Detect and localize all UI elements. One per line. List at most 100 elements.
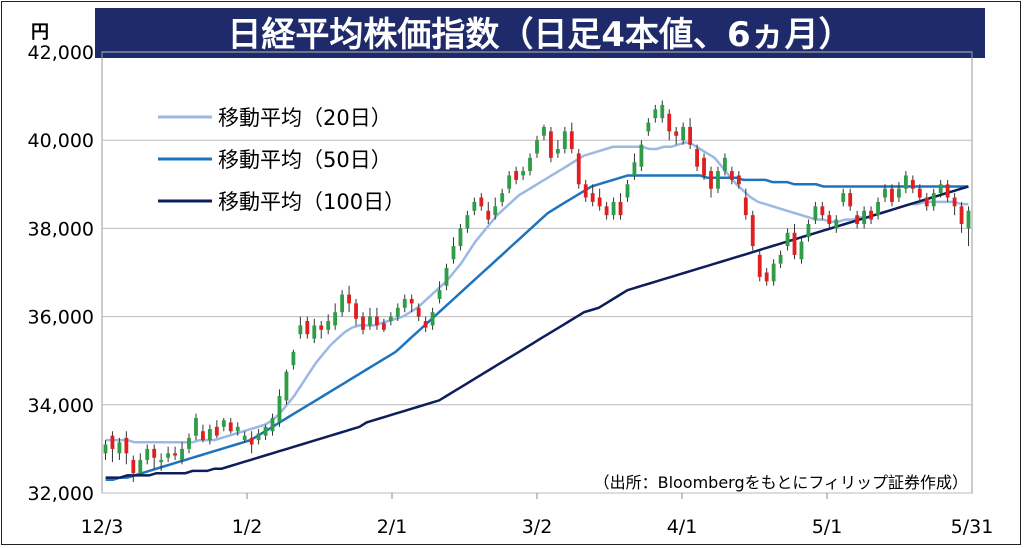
candle-up <box>277 395 282 423</box>
candle-up <box>444 268 449 286</box>
candle-down <box>479 197 484 207</box>
ma-line-ma100 <box>105 185 969 479</box>
candle-up <box>103 444 108 454</box>
x-tick-label: 3/2 <box>522 516 553 538</box>
candle-down <box>110 435 115 449</box>
candle-down <box>423 321 428 328</box>
candle-up <box>507 175 512 189</box>
candle-up <box>639 144 644 167</box>
candle-up <box>235 426 240 432</box>
candle-up <box>194 418 198 436</box>
candle-up <box>180 448 184 460</box>
candle-up <box>771 263 776 282</box>
candle-down <box>729 171 734 180</box>
candle-up <box>632 162 637 176</box>
candle-down <box>743 197 748 216</box>
candle-up <box>388 316 393 322</box>
candle-up <box>368 316 372 326</box>
candle-up <box>883 188 887 198</box>
x-axis-ticks: 12/3 1/2 2/1 3/2 4/1 5/1 5/31 <box>81 493 993 538</box>
candle-up <box>312 325 317 339</box>
candle-up <box>145 448 150 460</box>
candle-up <box>653 109 658 119</box>
candle-up <box>778 254 783 264</box>
candle-up <box>611 201 616 216</box>
chart-title: 日経平均株価指数（日足4本値、6ヵ月） <box>227 15 852 55</box>
candle-down <box>688 126 693 145</box>
legend-label-ma20: 移動平均（20日） <box>218 106 392 130</box>
candle-down <box>409 298 414 304</box>
candle-up <box>242 435 247 441</box>
candle-down <box>486 210 491 220</box>
legend-label-ma100: 移動平均（100日） <box>218 190 405 214</box>
candle-down <box>945 184 950 198</box>
candle-up <box>938 184 943 194</box>
candle-up <box>437 290 442 299</box>
candle-up <box>256 433 261 441</box>
x-tick-label: 1/2 <box>232 516 263 538</box>
candle-down <box>201 431 205 441</box>
candle-up <box>270 418 275 432</box>
candle-up <box>785 232 790 247</box>
candle-down <box>173 453 177 456</box>
candle-up <box>681 126 686 141</box>
candle-up <box>395 307 400 317</box>
candle-down <box>709 171 713 189</box>
candle-up <box>646 122 651 132</box>
candle-up <box>723 157 727 172</box>
candle-down <box>667 113 672 132</box>
candle-up <box>221 420 226 427</box>
candle-up <box>263 426 268 436</box>
candle-up <box>284 371 289 401</box>
candle-up <box>806 223 811 238</box>
candle-down <box>604 206 609 216</box>
candle-down <box>319 325 324 330</box>
candle-down <box>347 294 351 304</box>
candle-down <box>576 153 581 185</box>
x-tick-label: 5/1 <box>812 516 843 538</box>
candle-down <box>416 307 421 317</box>
candle-down <box>750 215 755 247</box>
candle-down <box>569 131 574 150</box>
candle-down <box>375 316 379 326</box>
candle-up <box>138 459 143 474</box>
candle-down <box>924 197 929 207</box>
candle-up <box>542 126 546 136</box>
x-tick-label: 12/3 <box>81 516 124 538</box>
y-tick-label: 38,000 <box>28 218 94 240</box>
candle-up <box>528 157 532 172</box>
candle-down <box>354 303 358 319</box>
candle-up <box>402 298 407 308</box>
candle-down <box>305 321 310 335</box>
candle-down <box>952 197 957 207</box>
candle-up <box>841 193 846 202</box>
ma-line-ma20 <box>105 141 969 444</box>
candle-up <box>813 206 818 220</box>
candle-down <box>249 437 254 445</box>
candle-down <box>214 426 219 436</box>
candle-down <box>827 215 832 224</box>
candle-up <box>625 184 630 198</box>
candle-up <box>897 188 901 198</box>
candle-down <box>674 131 679 136</box>
x-tick-label: 2/1 <box>377 516 408 538</box>
candle-down <box>848 193 853 207</box>
y-tick-label: 40,000 <box>28 130 94 152</box>
moving-average-lines <box>105 141 969 482</box>
candle-down <box>228 422 233 432</box>
candle-down <box>855 215 860 224</box>
candle-up <box>521 171 525 176</box>
y-tick-label: 42,000 <box>28 42 94 64</box>
source-note: （出所：Bloombergをもとにフィリップ証券作成） <box>594 473 968 492</box>
legend-label-ma50: 移動平均（50日） <box>218 148 392 172</box>
candle-down <box>152 448 157 458</box>
candle-down <box>131 459 136 474</box>
candle-up <box>876 201 880 216</box>
y-axis-ticks: 32,000 34,000 36,000 38,000 40,000 42,000 <box>28 42 94 505</box>
candle-up <box>966 210 971 229</box>
candle-down <box>792 232 797 255</box>
candle-up <box>333 312 338 326</box>
ma-line-ma50 <box>105 174 969 482</box>
y-unit-label: 円 <box>31 22 49 43</box>
